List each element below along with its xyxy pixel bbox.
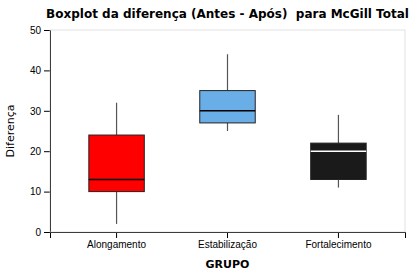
y-tick: 10	[30, 186, 50, 197]
x-tick: Alongamento	[87, 232, 146, 250]
y-tick: 50	[30, 25, 50, 36]
y-tick-label: 30	[30, 106, 42, 117]
y-tick-mark	[44, 30, 50, 31]
y-tick: 0	[35, 227, 50, 238]
y-tick-label: 40	[30, 65, 42, 76]
box	[311, 143, 366, 179]
x-axis: Alongamento Estabilização Fortalecimento	[51, 232, 406, 250]
x-tick: Fortalecimento	[305, 232, 372, 250]
x-tick-label: Fortalecimento	[305, 239, 372, 250]
y-tick-mark	[44, 192, 50, 193]
median	[89, 179, 144, 181]
x-axis-title: GRUPO	[206, 258, 250, 271]
y-tick-label: 20	[30, 146, 42, 157]
y-axis-title: Diferença	[4, 105, 17, 158]
upper-whisker	[227, 54, 228, 90]
upper-whisker	[116, 103, 117, 135]
y-tick-mark	[44, 151, 50, 152]
x-tick-mark	[116, 232, 117, 238]
y-tick-label: 0	[35, 227, 41, 238]
box-group	[200, 54, 255, 131]
y-axis-line	[44, 31, 51, 233]
x-tick: Estabilização	[198, 232, 257, 250]
lower-whisker	[227, 123, 228, 131]
box-group	[89, 103, 144, 224]
y-tick: 40	[30, 65, 50, 76]
chart: 0 10 20 30 40 50 Alongamento Estabilização Forta…	[0, 0, 419, 276]
title: Boxplot da diferença (Antes - Após) para…	[46, 7, 409, 21]
y-tick-mark	[44, 232, 50, 233]
y-tick: 30	[30, 106, 50, 117]
upper-whisker	[338, 115, 339, 143]
plot-frame	[50, 30, 405, 232]
box-group	[311, 115, 366, 188]
lower-whisker	[338, 179, 339, 187]
lower-whisker	[116, 192, 117, 224]
x-tick-label: Alongamento	[87, 239, 146, 250]
x-tick-mark	[227, 232, 228, 238]
boxes	[89, 54, 366, 224]
x-tick-mark	[338, 232, 339, 238]
median	[200, 110, 255, 112]
y-tick-label: 50	[30, 25, 42, 36]
y-tick-mark	[44, 111, 50, 112]
x-tick-label: Estabilização	[198, 239, 257, 250]
y-tick-label: 10	[30, 186, 42, 197]
median	[311, 150, 366, 152]
box	[89, 135, 144, 192]
x-axis-line	[51, 233, 406, 239]
plot-area: 0 10 20 30 40 50 Alongamento Estabilização Forta…	[30, 25, 406, 250]
y-tick-mark	[44, 70, 50, 71]
y-tick: 20	[30, 146, 50, 157]
y-axis: 0 10 20 30 40 50	[30, 25, 51, 238]
box	[200, 91, 255, 123]
